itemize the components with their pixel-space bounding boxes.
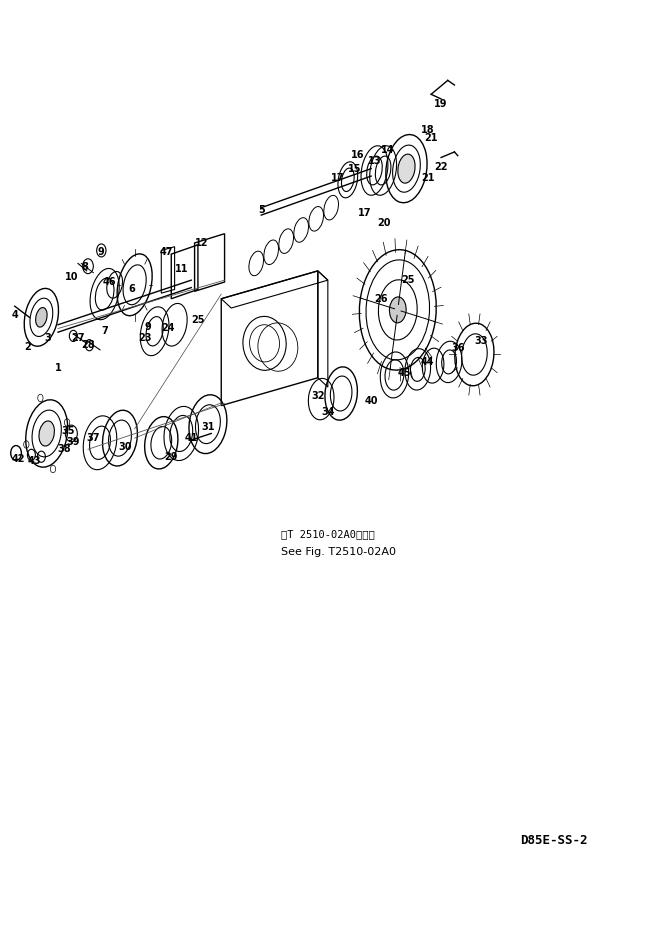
Text: 图T 2510-02A0图参照: 图T 2510-02A0图参照: [281, 528, 375, 539]
Text: D85E-SS-2: D85E-SS-2: [520, 834, 587, 847]
Text: 13: 13: [368, 157, 381, 166]
Text: 41: 41: [185, 433, 198, 443]
Text: 26: 26: [375, 294, 388, 304]
Text: 21: 21: [421, 173, 435, 183]
Text: 22: 22: [434, 162, 448, 171]
Text: 42: 42: [11, 454, 25, 463]
Text: 20: 20: [378, 217, 391, 227]
Text: 33: 33: [474, 336, 488, 346]
Text: 21: 21: [424, 133, 438, 143]
Text: 30: 30: [118, 443, 131, 452]
Text: 39: 39: [67, 437, 80, 446]
Text: 11: 11: [175, 264, 188, 274]
Text: 46: 46: [102, 277, 116, 287]
Text: 14: 14: [381, 145, 395, 155]
Text: 36: 36: [451, 343, 464, 353]
Ellipse shape: [35, 308, 47, 327]
Text: 7: 7: [101, 326, 108, 336]
Text: 47: 47: [160, 247, 173, 257]
Text: 43: 43: [28, 457, 41, 466]
Text: 12: 12: [195, 238, 208, 248]
Text: 10: 10: [65, 272, 78, 282]
Text: 9: 9: [98, 247, 104, 257]
Text: 32: 32: [311, 391, 324, 402]
Text: See Fig. T2510-02A0: See Fig. T2510-02A0: [281, 547, 396, 557]
Text: 25: 25: [401, 275, 415, 285]
Text: 9: 9: [145, 322, 151, 332]
Text: 23: 23: [138, 333, 151, 343]
Ellipse shape: [389, 297, 406, 322]
Ellipse shape: [398, 154, 415, 184]
Text: 45: 45: [397, 368, 411, 378]
Text: 3: 3: [45, 333, 52, 343]
Text: 34: 34: [321, 407, 334, 418]
Text: 6: 6: [128, 284, 134, 295]
Text: 37: 37: [86, 433, 100, 443]
Text: 1: 1: [55, 363, 62, 374]
Text: 19: 19: [434, 99, 448, 109]
Text: 38: 38: [58, 445, 72, 454]
Text: 8: 8: [81, 262, 88, 272]
Text: 17: 17: [358, 208, 371, 218]
Text: 18: 18: [421, 125, 435, 134]
Text: 15: 15: [348, 164, 361, 173]
Ellipse shape: [39, 421, 54, 446]
Text: 44: 44: [421, 357, 435, 367]
Text: 28: 28: [81, 340, 95, 350]
Text: 35: 35: [62, 426, 75, 435]
Text: 4: 4: [11, 310, 18, 321]
Text: 2: 2: [25, 342, 31, 352]
Text: 27: 27: [72, 333, 85, 343]
Text: 5: 5: [258, 205, 265, 215]
Text: 40: 40: [365, 396, 378, 406]
Text: 31: 31: [201, 422, 215, 432]
Text: 25: 25: [191, 315, 205, 325]
Text: 17: 17: [331, 173, 345, 183]
Text: 24: 24: [161, 323, 175, 334]
Text: 16: 16: [351, 150, 365, 159]
Text: 29: 29: [165, 452, 178, 461]
